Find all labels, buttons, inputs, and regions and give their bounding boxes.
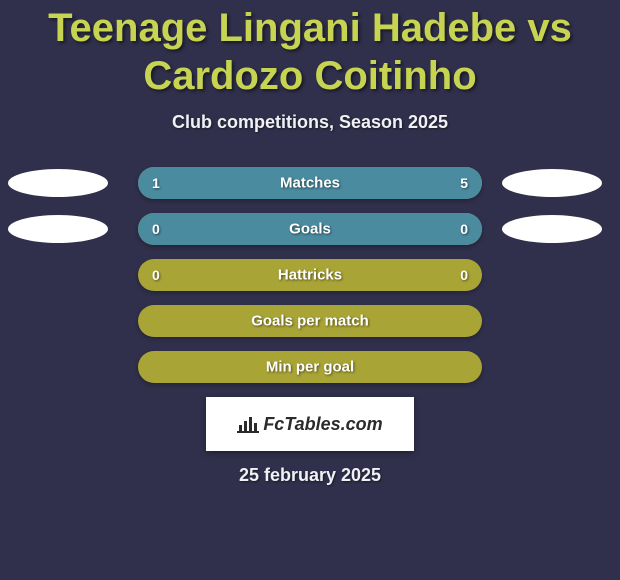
stat-row: 0 0 Hattricks xyxy=(10,259,610,291)
site-badge-text: FcTables.com xyxy=(263,414,382,435)
player-right-ellipse xyxy=(502,169,602,197)
stat-label: Goals xyxy=(289,221,331,238)
stat-row: 0 0 Goals xyxy=(10,213,610,245)
site-badge: FcTables.com xyxy=(206,397,414,451)
stat-value-right: 5 xyxy=(460,175,468,191)
comparison-infographic: Teenage Lingani Hadebe vs Cardozo Coitin… xyxy=(0,0,620,580)
site-badge-inner: FcTables.com xyxy=(237,414,382,435)
stat-bar: Min per goal xyxy=(138,351,482,383)
footer-date: 25 february 2025 xyxy=(0,465,620,486)
stat-row: Goals per match xyxy=(10,305,610,337)
player-left-ellipse xyxy=(8,169,108,197)
stat-value-left: 1 xyxy=(152,175,160,191)
stat-label: Goals per match xyxy=(251,313,369,330)
stat-value-left: 0 xyxy=(152,267,160,283)
chart-icon xyxy=(237,415,259,433)
player-left-ellipse xyxy=(8,215,108,243)
stat-label: Matches xyxy=(280,175,340,192)
stat-row: Min per goal xyxy=(10,351,610,383)
page-subtitle: Club competitions, Season 2025 xyxy=(0,112,620,133)
stat-label: Hattricks xyxy=(278,267,342,284)
stat-bar: Goals per match xyxy=(138,305,482,337)
stat-bar: 1 5 Matches xyxy=(138,167,482,199)
stat-bar: 0 0 Hattricks xyxy=(138,259,482,291)
stat-bar: 0 0 Goals xyxy=(138,213,482,245)
page-title: Teenage Lingani Hadebe vs Cardozo Coitin… xyxy=(0,0,620,100)
stat-value-right: 0 xyxy=(460,267,468,283)
stat-row: 1 5 Matches xyxy=(10,167,610,199)
stat-value-right: 0 xyxy=(460,221,468,237)
player-right-ellipse xyxy=(502,215,602,243)
stat-bar-fill-left xyxy=(138,167,195,199)
stat-label: Min per goal xyxy=(266,359,354,376)
stat-value-left: 0 xyxy=(152,221,160,237)
stats-area: 1 5 Matches 0 0 Goals 0 0 Hattricks Goals per mat… xyxy=(0,167,620,383)
